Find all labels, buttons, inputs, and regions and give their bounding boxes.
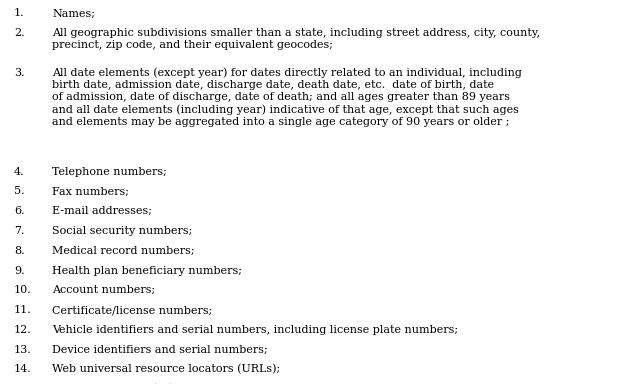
Text: Medical record numbers;: Medical record numbers; — [52, 246, 195, 256]
Text: 8.: 8. — [14, 246, 25, 256]
Text: 7.: 7. — [14, 226, 24, 236]
Text: Health plan beneficiary numbers;: Health plan beneficiary numbers; — [52, 265, 243, 276]
Text: 13.: 13. — [14, 344, 32, 355]
Text: Fax numbers;: Fax numbers; — [52, 186, 129, 197]
Text: Names;: Names; — [52, 8, 95, 18]
Text: 2.: 2. — [14, 28, 25, 38]
Text: 3.: 3. — [14, 68, 25, 78]
Text: Vehicle identifiers and serial numbers, including license plate numbers;: Vehicle identifiers and serial numbers, … — [52, 325, 459, 335]
Text: Device identifiers and serial numbers;: Device identifiers and serial numbers; — [52, 344, 268, 355]
Text: 5.: 5. — [14, 186, 25, 197]
Text: All geographic subdivisions smaller than a state, including street address, city: All geographic subdivisions smaller than… — [52, 28, 541, 50]
Text: 1.: 1. — [14, 8, 25, 18]
Text: 9.: 9. — [14, 265, 25, 276]
Text: 4.: 4. — [14, 167, 25, 177]
Text: E-mail addresses;: E-mail addresses; — [52, 206, 152, 216]
Text: 6.: 6. — [14, 206, 25, 216]
Text: Account numbers;: Account numbers; — [52, 285, 156, 295]
Text: 12.: 12. — [14, 325, 32, 335]
Text: Telephone numbers;: Telephone numbers; — [52, 167, 167, 177]
Text: All date elements (except year) for dates directly related to an individual, inc: All date elements (except year) for date… — [52, 68, 522, 127]
Text: Social security numbers;: Social security numbers; — [52, 226, 193, 236]
Text: Certificate/license numbers;: Certificate/license numbers; — [52, 305, 213, 315]
Text: 14.: 14. — [14, 364, 32, 374]
Text: 10.: 10. — [14, 285, 32, 295]
Text: 11.: 11. — [14, 305, 32, 315]
Text: Web universal resource locators (URLs);: Web universal resource locators (URLs); — [52, 364, 281, 375]
